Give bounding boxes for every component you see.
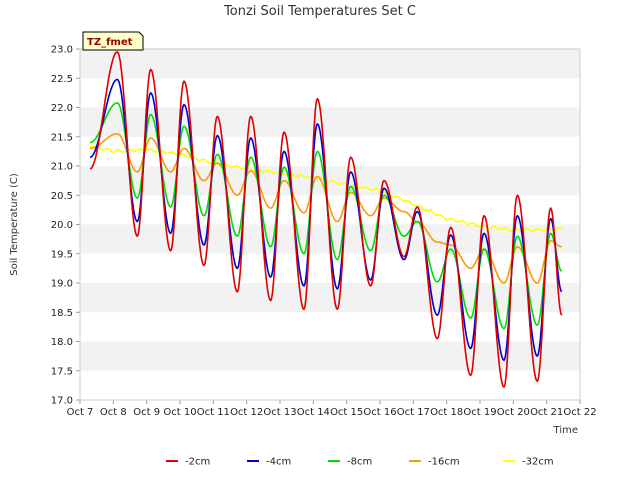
plot-frame: [79, 48, 581, 401]
series-line-minus-8cm: [89, 102, 563, 330]
y-tick-label: 21.5: [51, 132, 73, 143]
grid-band: [80, 49, 580, 79]
y-tick-label: 18.0: [51, 337, 73, 348]
grid-band: [80, 283, 580, 313]
y-axis-label: Soil Temperature (C): [9, 173, 20, 276]
grid-band: [80, 341, 580, 371]
grid-band: [80, 166, 580, 196]
grid-band: [80, 78, 580, 108]
grid-band: [80, 370, 580, 400]
y-tick-label: 21.0: [51, 162, 73, 173]
chart-title: Tonzi Soil Temperatures Set C: [223, 4, 416, 19]
x-tick-label: Oct 9: [133, 407, 160, 418]
x-tick-label: Oct 19: [463, 407, 496, 418]
x-tick-label: Oct 20: [497, 407, 530, 418]
y-tick-label: 17.5: [51, 366, 73, 377]
x-tick-label: Oct 15: [330, 407, 363, 418]
x-tick-label: Oct 12: [230, 407, 263, 418]
series-lines: [89, 51, 563, 388]
y-tick-label: 22.0: [51, 103, 73, 114]
y-tick-label: 19.0: [51, 279, 73, 290]
grid-band: [80, 107, 580, 137]
y-tick-label: 23.0: [51, 45, 73, 56]
x-tick-label: Oct 11: [197, 407, 230, 418]
x-tick-label: Oct 17: [397, 407, 430, 418]
x-tick-label: Oct 18: [430, 407, 463, 418]
y-tick-label: 18.5: [51, 308, 73, 319]
x-tick-label: Oct 7: [67, 407, 94, 418]
y-tick-label: 22.5: [51, 74, 73, 85]
x-tick-label: Oct 21: [530, 407, 563, 418]
legend-label: -32cm: [522, 457, 554, 468]
x-tick-label: Oct 13: [263, 407, 296, 418]
x-tick-label: Oct 8: [100, 407, 127, 418]
legend-item: -16cm: [409, 457, 460, 468]
y-tick-label: 19.5: [51, 249, 73, 260]
legend-label: -2cm: [185, 457, 210, 468]
legend: -2cm -4cm -8cm -16cm -32cm: [166, 457, 554, 468]
legend-item: -8cm: [328, 457, 372, 468]
series-line-minus-2cm: [89, 51, 563, 388]
legend-item: -4cm: [247, 457, 291, 468]
legend-item: -2cm: [166, 457, 210, 468]
series-line-minus-4cm: [89, 78, 563, 361]
legend-item: -32cm: [503, 457, 554, 468]
legend-label: -16cm: [428, 457, 460, 468]
y-tick-label: 20.5: [51, 191, 73, 202]
grid-band: [80, 253, 580, 283]
site-badge: TZ_fmet: [82, 31, 144, 51]
x-tick-label: Oct 10: [163, 407, 196, 418]
x-tick-label: Oct 14: [297, 407, 330, 418]
y-axis-ticks: 17.0 17.5 18.0 18.5 19.0 19.5 20.0 20.5 21.0 21.5…: [51, 45, 80, 407]
x-axis-ticks: Oct 7 Oct 8 Oct 9 Oct 10 Oct 11 Oct 12 Oct 13 O…: [67, 400, 597, 418]
legend-label: -8cm: [347, 457, 372, 468]
legend-label: -4cm: [266, 457, 291, 468]
x-tick-label: Oct 16: [363, 407, 396, 418]
site-badge-label: TZ_fmet: [87, 37, 133, 48]
y-tick-label: 17.0: [51, 396, 73, 407]
y-tick-label: 20.0: [51, 220, 73, 231]
series-line-minus-16cm: [90, 133, 562, 284]
x-tick-label: Oct 22: [563, 407, 596, 418]
x-axis-label: Time: [553, 425, 578, 436]
